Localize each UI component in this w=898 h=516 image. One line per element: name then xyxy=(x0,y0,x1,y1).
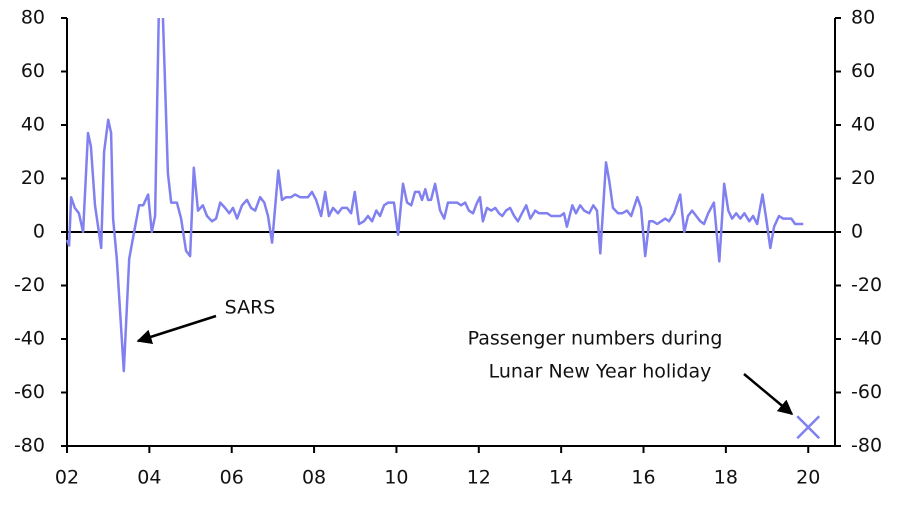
y-tick-label: -20 xyxy=(14,274,45,296)
x-tick-label: 04 xyxy=(137,467,161,489)
x-tick-label: 18 xyxy=(714,467,738,489)
x-tick-label: 16 xyxy=(631,467,655,489)
y-tick-label: 40 xyxy=(21,114,45,136)
plot-area xyxy=(65,18,804,373)
y-tick-label: 0 xyxy=(33,221,45,243)
y2-tick-label: -20 xyxy=(851,274,882,296)
x-tick-label: 06 xyxy=(220,467,244,489)
x-tick-label: 14 xyxy=(549,467,573,489)
y-tick-label: -40 xyxy=(14,328,45,350)
y2-tick-label: -60 xyxy=(851,381,882,403)
annotation-arrow xyxy=(743,373,794,415)
x-tick-label: 10 xyxy=(384,467,408,489)
x-tick-label: 02 xyxy=(55,467,79,489)
annotation: SARS xyxy=(225,297,276,319)
cross-marker xyxy=(796,415,821,440)
y-tick-label: -80 xyxy=(14,435,45,457)
x-tick-label: 12 xyxy=(467,467,491,489)
annotation: Passenger numbers during xyxy=(468,328,723,350)
y2-tick-label: 40 xyxy=(851,114,875,136)
y2-tick-label: 60 xyxy=(851,60,875,82)
x-tick-label: 08 xyxy=(302,467,326,489)
y2-tick-label: 0 xyxy=(851,221,863,243)
annotation-arrow xyxy=(136,314,217,345)
series-line xyxy=(65,18,804,373)
y2-tick-label: 20 xyxy=(851,167,875,189)
annotation: Lunar New Year holiday xyxy=(489,361,712,383)
y-tick-label: -60 xyxy=(14,381,45,403)
y2-tick-label: 80 xyxy=(851,7,875,29)
y-tick-label: 60 xyxy=(21,60,45,82)
y-tick-label: 80 xyxy=(21,7,45,29)
y-tick-label: 20 xyxy=(21,167,45,189)
y2-tick-label: -80 xyxy=(851,435,882,457)
x-tick-label: 20 xyxy=(796,467,820,489)
y2-tick-label: -40 xyxy=(851,328,882,350)
